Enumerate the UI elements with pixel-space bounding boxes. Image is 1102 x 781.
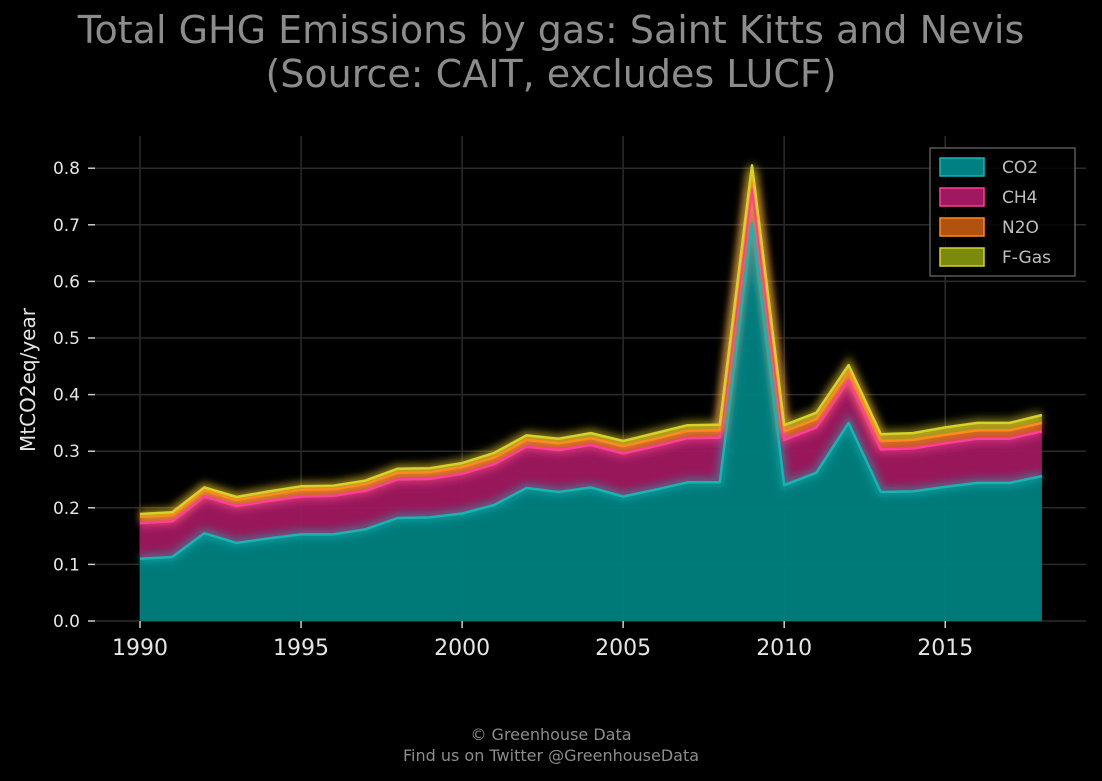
legend-label-ch4: CH4: [1002, 188, 1037, 208]
y-tick-label: 0.3: [53, 442, 80, 462]
footer: © Greenhouse Data Find us on Twitter @Gr…: [0, 724, 1102, 766]
legend-label-co2: CO2: [1002, 158, 1038, 178]
y-tick-label: 0.7: [53, 216, 80, 236]
line-co2: [139, 221, 1043, 560]
footer-twitter: Find us on Twitter @GreenhouseData: [402, 746, 700, 765]
line-layer: [139, 164, 1043, 560]
chart-title-line-1: Total GHG Emissions by gas: Saint Kitts …: [77, 8, 1025, 52]
y-tick-label: 0.6: [53, 272, 80, 292]
area-co2: [140, 223, 1042, 621]
legend: CO2 CH4 N2O F-Gas: [929, 147, 1076, 277]
y-tick-label: 0.0: [53, 612, 80, 632]
x-tick-label: 1990: [112, 636, 168, 661]
line-n2o: [139, 170, 1043, 519]
y-tick-label: 0.5: [53, 329, 80, 349]
chart-title: Total GHG Emissions by gas: Saint Kitts …: [0, 8, 1102, 96]
y-axis-label: MtCO2eq/year: [16, 307, 40, 452]
legend-label-fgas: F-Gas: [1002, 248, 1051, 268]
legend-swatch-ch4: [939, 187, 985, 207]
y-tick-label: 0.1: [53, 555, 80, 575]
legend-label-n2o: N2O: [1002, 218, 1039, 238]
x-tick-label: 2015: [917, 636, 973, 661]
legend-swatch-n2o: [939, 217, 985, 237]
y-tick-label: 0.4: [53, 386, 80, 406]
axis-layer: 0.0 0.1 0.2 0.3 0.4 0.5 0.6 0.7 0.8 1990 1995 2000 2…: [53, 159, 973, 661]
x-tick-label: 2010: [756, 636, 812, 661]
area-layer: [140, 165, 1042, 621]
x-tick-label: 2005: [595, 636, 651, 661]
chart-title-line-2: (Source: CAIT, excludes LUCF): [265, 52, 837, 96]
x-tick-label: 2000: [434, 636, 490, 661]
legend-swatch-fgas: [939, 247, 985, 267]
line-ch4: [139, 187, 1043, 525]
x-tick-label: 1995: [273, 636, 329, 661]
legend-swatch-co2: [939, 157, 985, 177]
line-fgas: [139, 164, 1043, 516]
footer-copyright: © Greenhouse Data: [470, 725, 632, 744]
y-tick-label: 0.2: [53, 499, 80, 519]
y-tick-label: 0.8: [53, 159, 80, 179]
